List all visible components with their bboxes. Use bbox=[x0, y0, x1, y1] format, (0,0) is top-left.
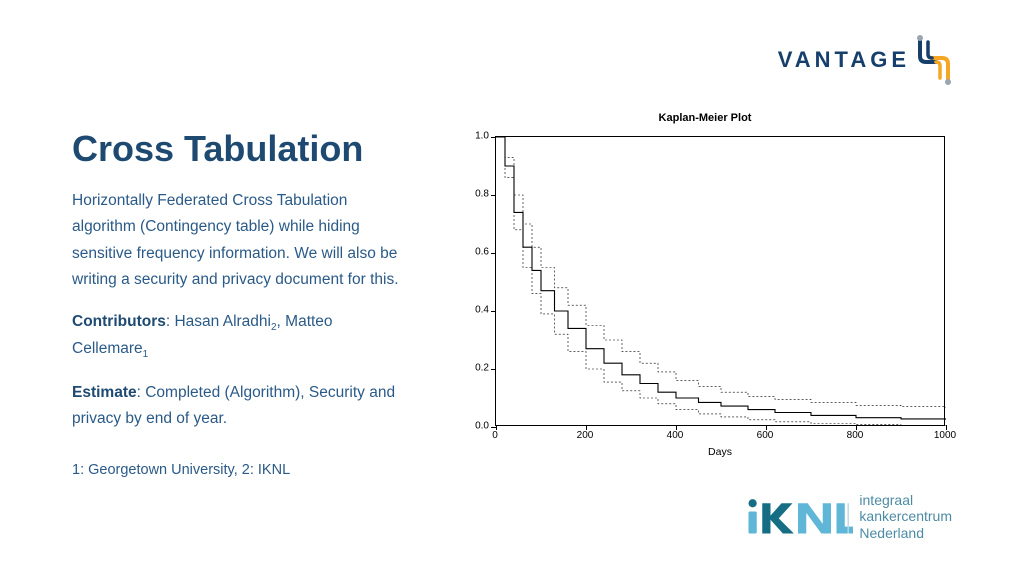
contributors-line: Contributors: Hasan Alradhi2, Matteo Cel… bbox=[72, 309, 402, 363]
estimate-line: Estimate: Completed (Algorithm), Securit… bbox=[72, 380, 402, 433]
chart-xtick-label: 200 bbox=[577, 430, 594, 441]
iknl-line1: integraal bbox=[859, 492, 952, 509]
chart-xtick-label: 800 bbox=[847, 430, 864, 441]
contributors-label: Contributors bbox=[72, 313, 166, 330]
chart-ytick-label: 0.2 bbox=[455, 363, 489, 374]
affiliations-footnote: 1: Georgetown University, 2: IKNL bbox=[72, 462, 402, 478]
vantage-icon bbox=[914, 34, 954, 86]
chart-title: Kaplan-Meier Plot bbox=[455, 112, 955, 124]
content-block: Cross Tabulation Horizontally Federated … bbox=[72, 128, 402, 478]
chart-series-path bbox=[496, 137, 946, 408]
chart-xtick-label: 1000 bbox=[934, 430, 956, 441]
slide: VANTAGE Cross Tabulation Horizontally Fe… bbox=[0, 0, 1024, 576]
chart-area: Days 0.00.20.40.60.81.002004006008001000 bbox=[455, 128, 955, 448]
chart-xtick-label: 600 bbox=[757, 430, 774, 441]
description-text: Horizontally Federated Cross Tabulation … bbox=[72, 188, 402, 293]
iknl-line3: Nederland bbox=[859, 525, 952, 542]
vantage-logo: VANTAGE bbox=[778, 34, 954, 86]
iknl-line2: kankercentrum bbox=[859, 508, 952, 525]
contributors-pre: : Hasan Alradhi bbox=[166, 313, 271, 330]
vantage-wordmark: VANTAGE bbox=[778, 47, 910, 73]
chart-series-path bbox=[496, 137, 946, 420]
chart-ytick-mark bbox=[491, 195, 496, 196]
chart-ytick-mark bbox=[491, 253, 496, 254]
chart-series-path bbox=[496, 137, 946, 426]
chart-frame bbox=[495, 136, 945, 426]
chart-ytick-label: 0.6 bbox=[455, 247, 489, 258]
km-chart: Kaplan-Meier Plot Days 0.00.20.40.60.81.… bbox=[455, 112, 955, 448]
iknl-icon bbox=[743, 492, 853, 542]
chart-ytick-mark bbox=[491, 311, 496, 312]
chart-ytick-label: 0.4 bbox=[455, 305, 489, 316]
iknl-text: integraal kankercentrum Nederland bbox=[859, 492, 952, 542]
chart-svg bbox=[496, 137, 946, 427]
chart-ytick-label: 0.8 bbox=[455, 189, 489, 200]
estimate-label: Estimate bbox=[72, 384, 137, 401]
chart-ytick-label: 1.0 bbox=[455, 131, 489, 142]
chart-ytick-label: 0.0 bbox=[455, 421, 489, 432]
contributor-affil-sub-2: 1 bbox=[143, 350, 149, 361]
chart-xlabel: Days bbox=[495, 446, 945, 458]
iknl-logo: integraal kankercentrum Nederland bbox=[743, 492, 952, 542]
chart-ytick-mark bbox=[491, 369, 496, 370]
page-title: Cross Tabulation bbox=[72, 128, 402, 170]
chart-ytick-mark bbox=[491, 137, 496, 138]
chart-xtick-label: 0 bbox=[492, 430, 498, 441]
chart-xtick-label: 400 bbox=[667, 430, 684, 441]
